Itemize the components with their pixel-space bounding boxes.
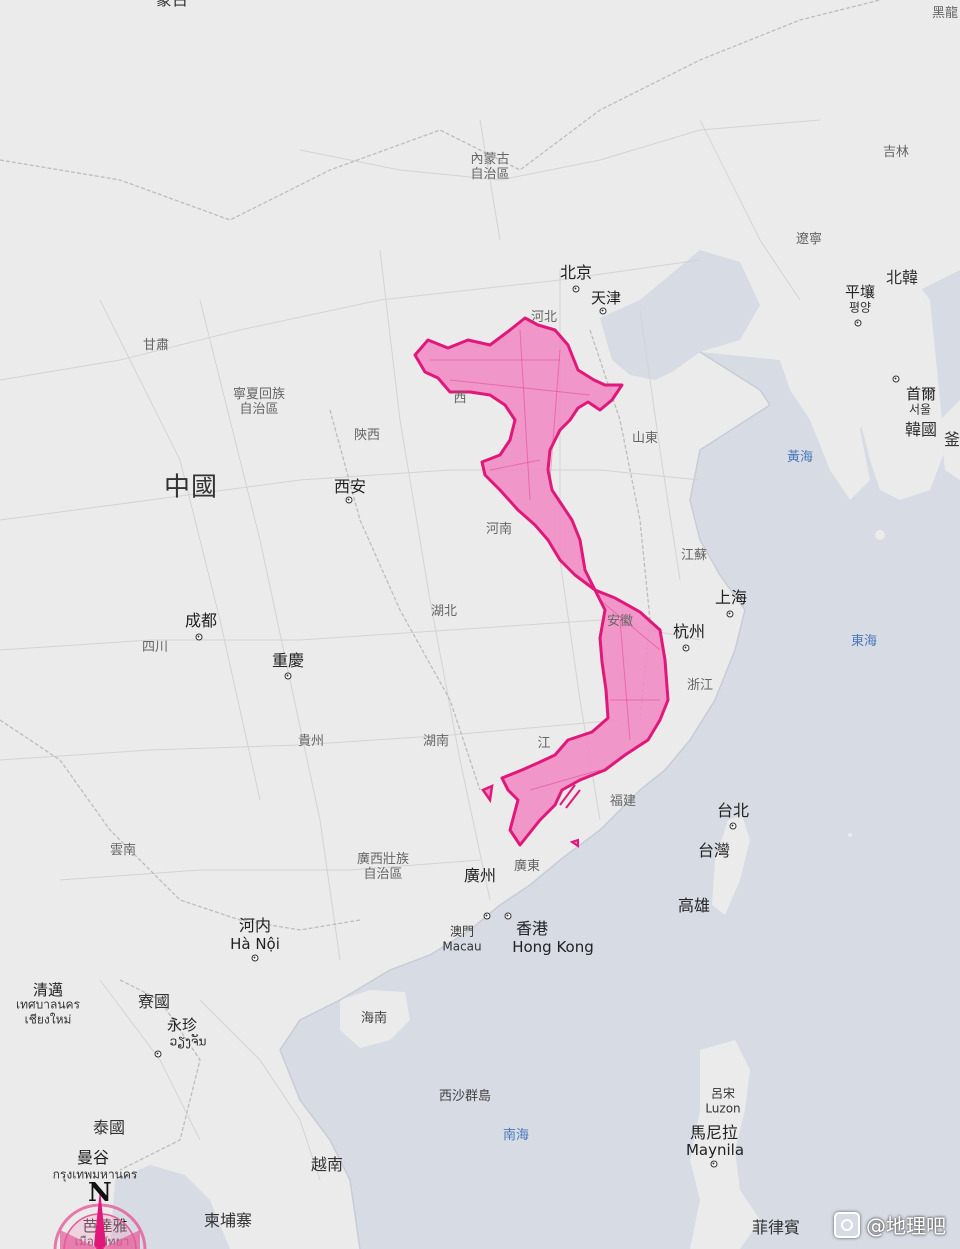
label-manila-zh: 馬尼拉 <box>690 1124 738 1142</box>
label-pyongyang: 平壤 <box>845 284 875 301</box>
label-macau-en: Macau <box>442 940 481 953</box>
label-ningxia-2: 自治區 <box>239 403 278 417</box>
label-taiwan: 台灣 <box>698 842 730 860</box>
city-dot-guangzhou <box>484 913 491 920</box>
label-jiangsu: 江蘇 <box>681 549 707 563</box>
label-hongkong-zh: 香港 <box>516 920 548 938</box>
label-vientiane-lo: ວຽງຈັນ <box>170 1035 207 1048</box>
label-japan-partial: 釜 <box>944 431 960 449</box>
label-cambodia: 柬埔寨 <box>204 1212 252 1230</box>
city-dot-taipei <box>730 823 737 830</box>
label-luzon-en: Luzon <box>705 1102 740 1115</box>
label-tianjin: 天津 <box>591 290 621 307</box>
label-hubei: 湖北 <box>431 605 457 619</box>
label-shandong: 山東 <box>632 432 658 446</box>
city-dot-hangzhou <box>683 645 690 652</box>
city-dot-manila <box>711 1161 718 1168</box>
label-east-sea: 東海 <box>851 635 877 649</box>
label-china: 中國 <box>164 474 218 503</box>
label-inner-mongolia-2: 自治區 <box>470 168 509 182</box>
label-gansu: 甘肅 <box>143 339 169 353</box>
label-luzon-zh: 呂宋 <box>711 1087 735 1100</box>
tieba-paw-icon <box>834 1212 860 1238</box>
city-dot-beijing <box>573 286 580 293</box>
label-manila-en: Maynila <box>686 1142 744 1159</box>
label-hanoi-vi: Hà Nội <box>230 936 280 953</box>
city-dot-hanoi <box>252 955 259 962</box>
label-yellow-sea: 黃海 <box>787 451 813 465</box>
label-jilin: 吉林 <box>883 146 909 160</box>
label-north-korea: 北韓 <box>886 269 918 287</box>
label-thailand: 泰國 <box>93 1119 125 1137</box>
label-taipei: 台北 <box>717 802 749 820</box>
label-laos: 寮國 <box>138 993 170 1011</box>
city-dot-hongkong <box>505 913 512 920</box>
label-chiangmai-th-2: เชียงใหม่ <box>25 1013 72 1026</box>
city-dot-seoul <box>893 376 900 383</box>
label-south-sea: 南海 <box>503 1129 529 1143</box>
city-dot-chengdu <box>196 634 203 641</box>
label-paracel: 西沙群島 <box>439 1090 491 1104</box>
label-beijing: 北京 <box>560 264 592 282</box>
label-anhui: 安徽 <box>607 615 633 629</box>
label-ningxia-1: 寧夏回族 <box>233 388 285 402</box>
label-guangxi-2: 自治區 <box>363 868 402 882</box>
label-seoul: 首爾 <box>906 386 936 403</box>
label-hangzhou: 杭州 <box>673 623 705 641</box>
label-kaohsiung: 高雄 <box>678 897 710 915</box>
label-liaoning: 遼寧 <box>796 233 822 247</box>
label-sichuan: 四川 <box>142 641 168 655</box>
label-zhejiang: 浙江 <box>687 679 713 693</box>
label-guangzhou: 廣州 <box>464 867 496 885</box>
label-jiangxi: 江 <box>537 737 550 751</box>
city-dot-chongqing <box>285 673 292 680</box>
label-guangdong: 廣東 <box>514 860 540 874</box>
label-mongolia: 蒙古 <box>156 0 188 9</box>
label-shaanxi: 陝西 <box>354 429 380 443</box>
label-hongkong-en: Hong Kong <box>512 939 594 956</box>
compass-north-label: N <box>88 1178 112 1208</box>
label-guangxi-1: 廣西壯族 <box>357 853 409 867</box>
label-fujian: 福建 <box>610 795 636 809</box>
label-chiangmai-zh: 清邁 <box>33 982 63 999</box>
label-yunnan: 雲南 <box>110 844 136 858</box>
label-vietnam: 越南 <box>311 1156 343 1174</box>
label-hainan: 海南 <box>361 1012 387 1026</box>
label-bangkok-zh: 曼谷 <box>77 1149 109 1167</box>
label-hunan: 湖南 <box>423 735 449 749</box>
label-pyongyang-kr: 평양 <box>849 301 871 314</box>
city-dot-pyongyang <box>855 320 862 327</box>
city-dot-xian <box>346 497 353 504</box>
city-dot-vientiane <box>155 1051 162 1058</box>
label-seoul-kr: 서울 <box>909 403 931 416</box>
label-vientiane-zh: 永珍 <box>167 1017 197 1034</box>
label-chongqing: 重慶 <box>272 652 304 670</box>
label-chiangmai-th-1: เทศบาลนคร <box>16 998 80 1011</box>
label-xian: 西安 <box>334 478 366 496</box>
label-shanghai: 上海 <box>715 589 747 607</box>
label-macau-zh: 澳門 <box>450 925 474 938</box>
label-shanxi: 西 <box>453 392 466 406</box>
label-philippines: 菲律賓 <box>752 1219 800 1237</box>
label-south-korea: 韓國 <box>905 421 937 439</box>
city-dot-tianjin <box>600 308 607 315</box>
watermark-text: @地理吧 <box>866 1210 946 1239</box>
label-hanoi-zh: 河内 <box>239 917 271 935</box>
label-henan: 河南 <box>486 523 512 537</box>
city-dot-shanghai <box>727 611 734 618</box>
label-chengdu: 成都 <box>185 612 217 630</box>
label-heilongjiang: 黑龍 <box>932 7 958 21</box>
label-hebei: 河北 <box>531 311 557 325</box>
watermark: @地理吧 <box>834 1210 946 1239</box>
label-guizhou: 貴州 <box>298 735 324 749</box>
label-inner-mongolia-1: 內蒙古 <box>470 153 509 167</box>
